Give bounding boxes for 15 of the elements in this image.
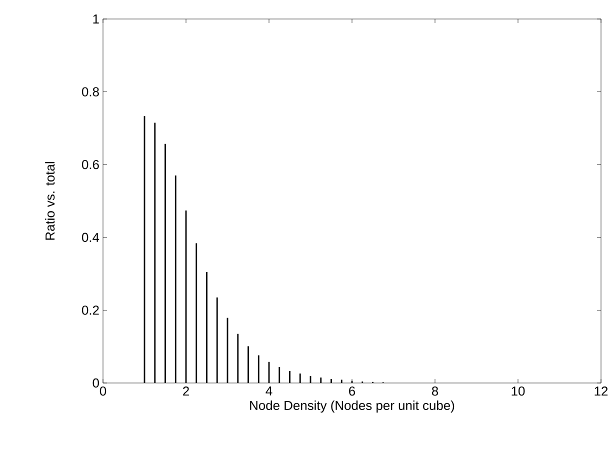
x-tick-label: 4	[266, 386, 272, 396]
x-tick-label: 6	[349, 386, 356, 396]
x-tick-label: 0	[100, 386, 106, 396]
y-tick-label: 1	[93, 14, 99, 24]
x-tick-label: 12	[594, 386, 608, 396]
y-tick-label: 0.6	[82, 160, 99, 170]
x-tick-label: 8	[432, 386, 438, 396]
x-tick-label: 10	[512, 386, 525, 396]
y-axis-title: Ratio vs. total	[45, 162, 55, 240]
x-axis-title: Node Density (Nodes per unit cube)	[250, 400, 454, 413]
y-tick-label: 0	[92, 378, 99, 388]
y-tick-label: 0.2	[82, 306, 99, 315]
y-tick-label: 0.8	[82, 87, 99, 96]
y-tick-label: 0.4	[82, 232, 100, 242]
x-tick-label: 2	[183, 386, 189, 396]
